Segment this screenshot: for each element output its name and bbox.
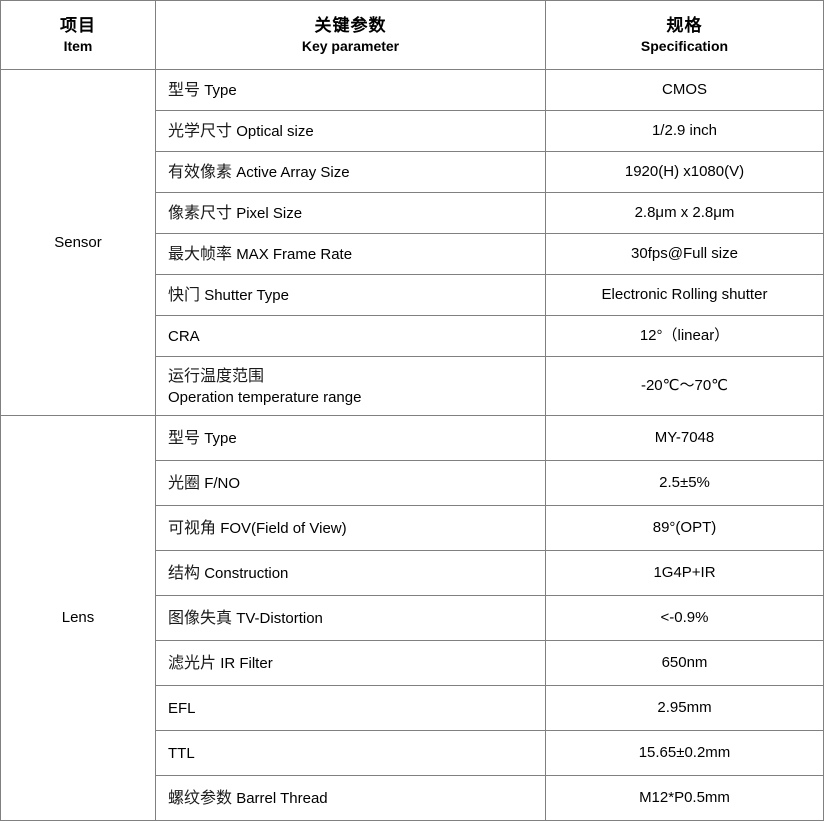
header-cell-specification: 规格 Specification xyxy=(545,0,824,70)
parameter-cell: 最大帧率 MAX Frame Rate xyxy=(155,233,546,275)
specification-cell: 650nm xyxy=(545,640,824,686)
parameter-label-cn: 图像失真 xyxy=(168,608,233,628)
header-spec-cn: 规格 xyxy=(666,15,703,36)
parameter-label-en: MAX Frame Rate xyxy=(236,246,353,264)
specification-cell: 89°(OPT) xyxy=(545,505,824,551)
group-label-sensor: Sensor xyxy=(0,69,156,416)
specification-cell: 2.95mm xyxy=(545,685,824,731)
table-row: 运行温度范围 Operation temperature range -20℃～70… xyxy=(1,356,824,416)
table-row: Lens 型号 Type MY-7048 xyxy=(0,415,824,821)
parameter-label-cn: 最大帧率 xyxy=(168,244,233,264)
parameter-cell: CRA xyxy=(155,315,546,357)
parameter-label-en: Operation temperature range xyxy=(168,388,362,406)
parameter-label-cn: 快门 xyxy=(168,285,201,305)
parameter-label-en: Active Array Size xyxy=(236,164,350,182)
table-row: 光学尺寸 Optical size 1/2.9 inch xyxy=(1,110,824,152)
parameter-cell: 型号 Type xyxy=(155,415,546,461)
specification-cell: 1/2.9 inch xyxy=(545,110,824,152)
specification-cell: <-0.9% xyxy=(545,595,824,641)
parameter-label-en: Construction xyxy=(204,565,289,583)
table-row: 最大帧率 MAX Frame Rate 30fps@Full size xyxy=(1,233,824,275)
parameter-cell: 像素尺寸 Pixel Size xyxy=(155,192,546,234)
table-row: 像素尺寸 Pixel Size 2.8μm x 2.8μm xyxy=(1,192,824,234)
specification-cell: 1920(H) x1080(V) xyxy=(545,151,824,193)
header-parameter-en: Key parameter xyxy=(301,37,400,54)
parameter-label-en: Barrel Thread xyxy=(236,790,328,808)
parameter-cell: 图像失真 TV-Distortion xyxy=(155,595,546,641)
parameter-label-en: TV-Distortion xyxy=(236,610,323,628)
specification-cell: 2.5±5% xyxy=(545,460,824,506)
parameter-label-en: TTL xyxy=(168,745,195,763)
specification-cell: M12*P0.5mm xyxy=(545,775,824,821)
header-cell-key-parameter: 关键参数 Key parameter xyxy=(155,0,546,70)
parameter-cell: 结构 Construction xyxy=(155,550,546,596)
header-item-en: Item xyxy=(63,37,93,54)
parameter-label-en: IR Filter xyxy=(220,655,273,673)
parameter-label-cn: 有效像素 xyxy=(168,162,233,182)
parameter-cell: EFL xyxy=(155,685,546,731)
table-row: 有效像素 Active Array Size 1920(H) x1080(V) xyxy=(1,151,824,193)
parameter-label-en: Type xyxy=(204,430,237,448)
parameter-label-en: EFL xyxy=(168,700,196,718)
parameter-cell: 快门 Shutter Type xyxy=(155,274,546,316)
parameter-cell: 滤光片 IR Filter xyxy=(155,640,546,686)
table-row: 滤光片 IR Filter 650nm xyxy=(1,640,824,686)
parameter-label-cn: 型号 xyxy=(168,80,201,100)
parameter-label-cn: 结构 xyxy=(168,563,201,583)
group-label-lens: Lens xyxy=(0,415,156,821)
table-row: CRA 12°（linear） xyxy=(1,315,824,357)
parameter-cell: 运行温度范围 Operation temperature range xyxy=(155,356,546,416)
parameter-cell: 型号 Type xyxy=(155,69,546,111)
specification-cell: 15.65±0.2mm xyxy=(545,730,824,776)
parameter-label-en: Optical size xyxy=(236,123,314,141)
table-row: TTL 15.65±0.2mm xyxy=(1,730,824,776)
specification-cell: 12°（linear） xyxy=(545,315,824,357)
parameter-label-cn: 滤光片 xyxy=(168,653,217,673)
parameter-label-en: Type xyxy=(204,82,237,100)
specification-cell: MY-7048 xyxy=(545,415,824,461)
parameter-cell: 螺纹参数 Barrel Thread xyxy=(155,775,546,821)
parameter-label-cn: 型号 xyxy=(168,428,201,448)
table-header: 项目 Item 关键参数 Key parameter 规格 Specificat… xyxy=(0,0,824,70)
table-row: Sensor 型号 Type CMOS xyxy=(0,69,824,416)
header-item-cn: 项目 xyxy=(60,15,96,36)
specification-cell: 1G4P+IR xyxy=(545,550,824,596)
parameter-cell: 光圈 F/NO xyxy=(155,460,546,506)
specification-cell: 2.8μm x 2.8μm xyxy=(545,192,824,234)
parameter-label-en: Pixel Size xyxy=(236,205,303,223)
header-parameter-cn: 关键参数 xyxy=(314,15,387,36)
header-cell-item: 项目 Item xyxy=(0,0,156,70)
table-body: Sensor 型号 Type CMOS 光学尺寸 Optical size 1/2.9 … xyxy=(0,69,824,821)
table-row: 快门 Shutter Type Electronic Rolling shutte… xyxy=(1,274,824,316)
parameter-label-cn: 可视角 xyxy=(168,518,217,538)
parameter-cell: 光学尺寸 Optical size xyxy=(155,110,546,152)
parameter-label-cn: 像素尺寸 xyxy=(168,203,233,223)
parameter-label-en: F/NO xyxy=(204,475,241,493)
parameter-label-cn: 光学尺寸 xyxy=(168,121,233,141)
parameter-label-en: FOV(Field of View) xyxy=(220,520,347,538)
parameter-label-cn: 光圈 xyxy=(168,473,201,493)
header-spec-en: Specification xyxy=(640,37,729,54)
parameter-cell: TTL xyxy=(155,730,546,776)
specification-cell: -20℃～70℃ xyxy=(545,356,824,416)
parameter-cell: 可视角 FOV(Field of View) xyxy=(155,505,546,551)
parameter-label-cn: 运行温度范围 xyxy=(168,365,265,385)
specification-cell: CMOS xyxy=(545,69,824,111)
parameter-label-en: Shutter Type xyxy=(204,287,289,305)
header-row: 项目 Item 关键参数 Key parameter 规格 Specificat… xyxy=(0,0,824,70)
table-row: 结构 Construction 1G4P+IR xyxy=(1,550,824,596)
parameter-cell: 有效像素 Active Array Size xyxy=(155,151,546,193)
specification-cell: Electronic Rolling shutter xyxy=(545,274,824,316)
parameter-label-en: CRA xyxy=(168,328,200,346)
specification-cell: 30fps@Full size xyxy=(545,233,824,275)
